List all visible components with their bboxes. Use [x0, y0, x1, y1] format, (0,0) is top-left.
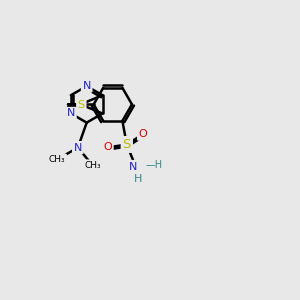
Text: O: O	[103, 142, 112, 152]
Text: N: N	[67, 109, 75, 118]
Text: O: O	[139, 129, 147, 139]
Text: S: S	[123, 138, 131, 151]
Text: S: S	[78, 100, 85, 110]
Text: —H: —H	[145, 160, 162, 170]
Text: N: N	[128, 162, 137, 172]
Text: N: N	[74, 142, 82, 153]
Text: N: N	[82, 81, 91, 91]
Text: CH₃: CH₃	[49, 155, 66, 164]
Text: H: H	[134, 174, 142, 184]
Text: CH₃: CH₃	[84, 161, 101, 170]
